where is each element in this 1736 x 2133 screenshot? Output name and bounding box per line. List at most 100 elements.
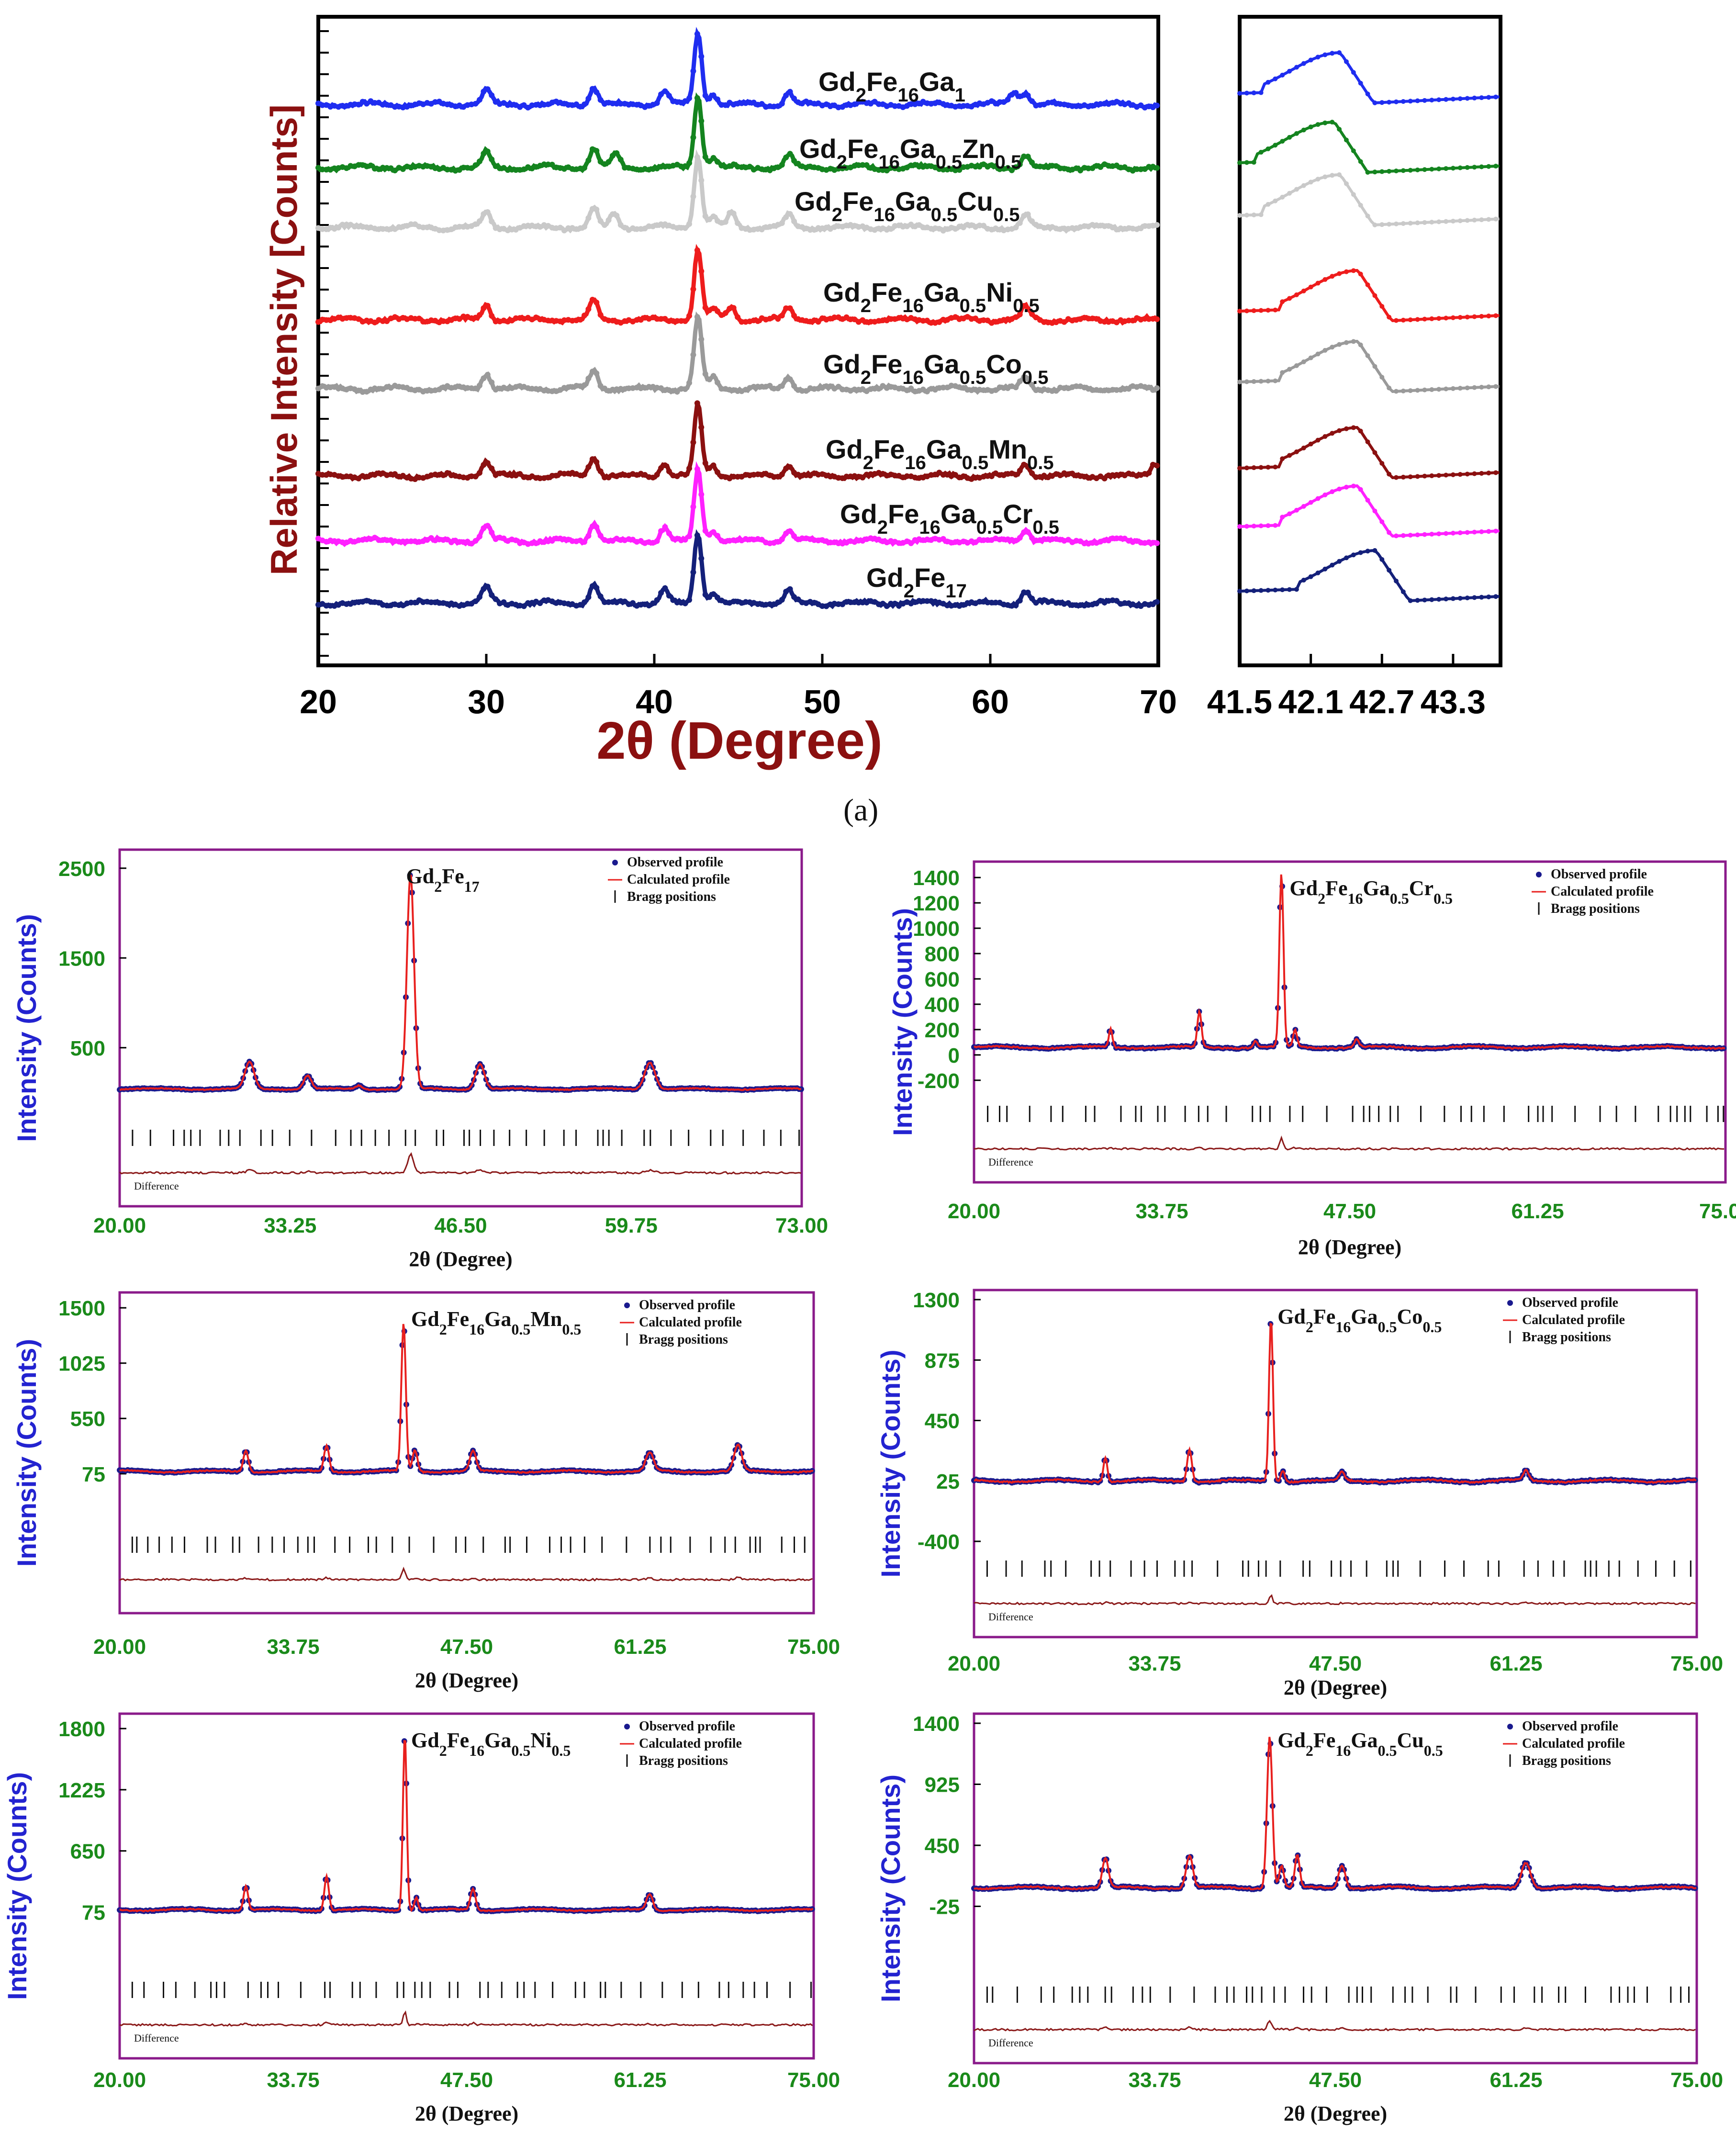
series-point xyxy=(484,209,491,215)
series-point xyxy=(581,599,587,606)
legend-calculated-label: Calculated profile xyxy=(1522,1736,1625,1751)
panel-a-main: 20 30 40 50 60 70 Gd2Fe16Ga1 Gd2Fe16Ga0.5Zn0.5 G… xyxy=(263,15,1177,770)
zoom-point xyxy=(1244,90,1249,96)
zoom-point xyxy=(1258,150,1264,155)
series-point xyxy=(706,376,713,382)
series-point xyxy=(666,92,672,99)
series-point xyxy=(1065,166,1071,172)
series-point xyxy=(690,193,696,200)
series-point xyxy=(614,213,620,219)
series-point xyxy=(787,376,793,382)
series-point xyxy=(1053,388,1059,394)
zoom-point xyxy=(1436,387,1442,392)
x-tick-label: 33.75 xyxy=(267,2068,319,2092)
y-tick-label: 550 xyxy=(70,1407,105,1431)
x-tick-label: 75.00 xyxy=(1699,1200,1736,1223)
x-tick-label: 61.25 xyxy=(1490,1652,1542,1675)
zoom-point xyxy=(1436,166,1442,171)
series-point xyxy=(702,528,708,534)
series-point xyxy=(694,532,700,539)
series-point xyxy=(1069,602,1075,608)
zoom-point xyxy=(1308,441,1313,447)
series-point xyxy=(605,317,612,324)
series-point xyxy=(698,177,705,183)
series-point xyxy=(1017,597,1023,604)
series-point xyxy=(489,465,495,472)
zoom-point xyxy=(1465,595,1470,601)
zoom-point xyxy=(1436,316,1442,321)
series-point xyxy=(408,599,414,606)
series-point xyxy=(1005,316,1011,322)
y-tick-label: -400 xyxy=(918,1530,960,1554)
zoom-point xyxy=(1486,164,1491,169)
calculated-profile xyxy=(974,1737,1697,1891)
zoom-point xyxy=(1315,496,1321,501)
zoom-point xyxy=(1337,486,1342,492)
series-point xyxy=(1073,602,1079,608)
series-point xyxy=(920,224,926,230)
series-point xyxy=(686,465,693,472)
series-point xyxy=(545,161,551,168)
series-point xyxy=(694,466,700,472)
series-point xyxy=(408,221,414,227)
x-tick-label: 75.00 xyxy=(787,2068,840,2092)
series-point xyxy=(1154,316,1160,322)
series-point xyxy=(529,385,535,392)
series-point xyxy=(1025,154,1031,160)
series-point xyxy=(472,473,479,480)
zoom-point xyxy=(1394,318,1399,323)
series-point xyxy=(597,312,604,318)
series-point xyxy=(698,555,705,561)
series-point xyxy=(960,103,966,109)
zoom-point xyxy=(1301,577,1306,583)
plot-title: Gd2Fe16Ga0.5Cu0.5 xyxy=(1277,1729,1443,1759)
series-point xyxy=(698,336,705,342)
series-point xyxy=(622,598,628,605)
series-point xyxy=(698,53,705,59)
series-point xyxy=(973,387,979,393)
series-point xyxy=(489,313,495,319)
x-tick-label: 46.50 xyxy=(434,1214,487,1237)
zoom-point xyxy=(1273,523,1278,528)
zoom-point xyxy=(1315,351,1321,357)
series-point xyxy=(1021,529,1027,535)
zoom-point xyxy=(1436,473,1442,478)
series-point xyxy=(985,537,991,543)
zoom-point xyxy=(1372,169,1378,175)
zoom-point xyxy=(1422,167,1427,172)
series-point xyxy=(1045,536,1051,542)
series-point xyxy=(799,535,805,541)
zoom-point xyxy=(1379,461,1385,466)
zoom-point xyxy=(1280,139,1285,144)
series-point xyxy=(323,317,329,323)
series-point xyxy=(581,539,587,545)
series-point xyxy=(940,472,946,478)
series-point xyxy=(855,599,862,606)
zoom-point xyxy=(1465,96,1470,101)
series-point xyxy=(694,154,700,160)
x-tick-label: 42.1 xyxy=(1278,683,1344,720)
series-point xyxy=(513,167,519,173)
zoom-point xyxy=(1450,218,1456,224)
series-point xyxy=(924,388,930,394)
series-point xyxy=(343,601,349,607)
series-point xyxy=(847,316,853,323)
zoom-point xyxy=(1400,474,1406,480)
series-point xyxy=(1154,165,1160,171)
series-point xyxy=(484,460,491,466)
y-tick-label: 450 xyxy=(925,1834,960,1858)
series-point xyxy=(585,533,592,539)
series-point xyxy=(319,472,325,478)
series-point xyxy=(710,462,717,469)
zoom-point xyxy=(1280,587,1285,593)
series-point xyxy=(561,471,567,477)
plot-title: Gd2Fe16Ga0.5Cr0.5 xyxy=(1289,876,1453,907)
series-point xyxy=(702,304,708,311)
series-point xyxy=(1073,103,1079,109)
series-point xyxy=(791,313,797,319)
series-point xyxy=(1017,378,1023,384)
series-point xyxy=(759,383,765,390)
series-point xyxy=(472,598,479,605)
x-tick-label: 75.00 xyxy=(787,1635,840,1659)
zoom-line-7 xyxy=(1239,549,1500,602)
